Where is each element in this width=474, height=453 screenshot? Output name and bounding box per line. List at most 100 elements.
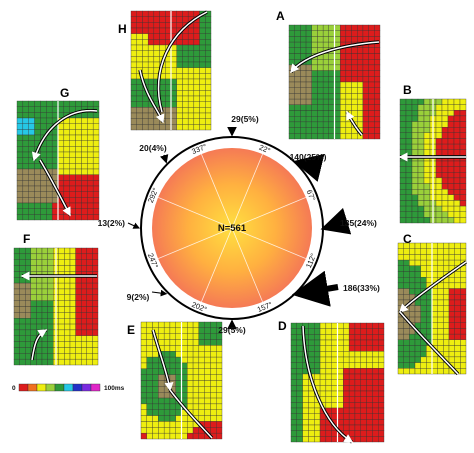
map-cell xyxy=(378,407,385,414)
map-cell xyxy=(16,185,24,192)
map-cell xyxy=(443,299,450,306)
map-cell xyxy=(86,265,93,272)
map-cell xyxy=(92,140,100,147)
map-cell xyxy=(426,305,433,312)
map-cell xyxy=(343,402,350,409)
panel-letter: G xyxy=(60,86,69,100)
map-cell xyxy=(169,321,176,329)
direction-count-label: 13(2%) xyxy=(98,218,126,228)
map-cell xyxy=(19,318,26,325)
map-cell xyxy=(328,64,335,71)
map-cell xyxy=(403,333,410,341)
map-cell xyxy=(314,339,321,346)
map-cell xyxy=(205,27,212,34)
map-cell xyxy=(453,177,461,184)
map-cell xyxy=(374,133,381,140)
map-cell xyxy=(397,294,404,301)
map-cell xyxy=(328,110,335,117)
map-cell xyxy=(300,64,307,71)
map-cell xyxy=(140,374,147,381)
map-cell xyxy=(372,407,379,414)
map-cell xyxy=(328,24,335,31)
map-cell xyxy=(58,282,65,290)
map-cell xyxy=(47,312,54,319)
map-cell xyxy=(199,67,206,74)
map-cell xyxy=(337,322,344,329)
map-cell xyxy=(40,180,47,187)
direction-arrow xyxy=(151,289,168,297)
map-cell xyxy=(210,351,217,358)
map-cell xyxy=(311,70,318,77)
center-count-label: N=561 xyxy=(218,223,247,234)
map-cell xyxy=(36,282,43,290)
map-cell xyxy=(453,115,461,122)
map-cell xyxy=(460,345,467,352)
map-cell xyxy=(92,358,99,366)
map-cell xyxy=(399,110,407,117)
map-cell xyxy=(435,211,443,218)
map-cell xyxy=(300,70,307,77)
map-cell xyxy=(16,208,24,215)
map-cell xyxy=(198,327,205,334)
map-cell xyxy=(454,351,461,358)
map-cell xyxy=(378,379,385,386)
map-cell xyxy=(368,98,375,105)
map-cell xyxy=(454,242,461,249)
map-cell xyxy=(378,385,385,392)
map-cell xyxy=(19,341,26,348)
map-cell xyxy=(294,110,301,117)
map-cell xyxy=(204,415,211,422)
map-cell xyxy=(290,362,297,369)
map-cell xyxy=(414,259,421,266)
map-cell xyxy=(459,200,467,207)
map-cell xyxy=(216,432,223,440)
map-cell xyxy=(75,335,82,342)
map-cell xyxy=(182,84,189,91)
map-cell xyxy=(176,73,183,80)
map-cell xyxy=(165,95,172,102)
map-cell xyxy=(420,311,427,318)
map-cell xyxy=(305,81,312,88)
map-cell xyxy=(409,259,416,266)
map-cell xyxy=(423,110,431,117)
map-cell xyxy=(46,106,53,113)
map-cell xyxy=(348,345,356,352)
map-cell xyxy=(199,50,206,57)
map-cell xyxy=(198,368,205,375)
map-cell xyxy=(92,208,100,215)
map-cell xyxy=(81,112,88,119)
map-cell xyxy=(372,334,379,341)
map-cell xyxy=(343,407,350,414)
map-cell xyxy=(378,351,385,358)
map-cell xyxy=(22,180,29,187)
map-cell xyxy=(46,157,53,164)
map-cell xyxy=(25,253,31,260)
map-cell xyxy=(147,22,155,29)
map-cell xyxy=(366,356,373,363)
map-cell xyxy=(40,112,47,119)
map-cell xyxy=(348,339,356,346)
map-cell xyxy=(81,185,88,192)
map-cell xyxy=(300,30,307,37)
map-cell xyxy=(146,368,153,375)
map-cell xyxy=(136,33,143,40)
map-cell xyxy=(431,322,438,329)
map-cell xyxy=(343,356,350,363)
map-cell xyxy=(417,160,425,167)
map-cell xyxy=(170,67,177,74)
map-cell xyxy=(417,205,425,212)
map-cell xyxy=(411,149,419,156)
map-cell xyxy=(163,421,171,428)
map-cell xyxy=(57,123,65,130)
map-cell xyxy=(294,121,301,128)
map-cell xyxy=(302,390,309,397)
map-cell xyxy=(417,121,425,128)
map-cell xyxy=(340,70,347,77)
map-cell xyxy=(181,374,188,381)
map-cell xyxy=(69,318,76,325)
map-cell xyxy=(431,356,438,363)
map-cell xyxy=(290,351,297,358)
map-cell xyxy=(25,288,31,295)
map-cell xyxy=(409,368,416,375)
map-cell xyxy=(170,73,177,80)
